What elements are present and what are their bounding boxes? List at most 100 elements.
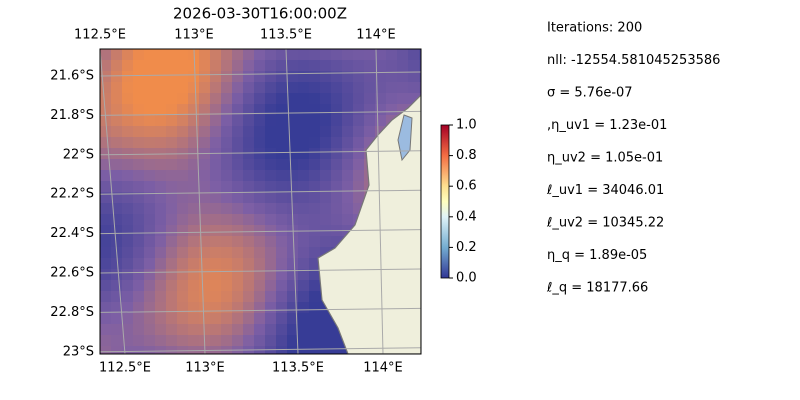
cell	[166, 258, 178, 270]
cell	[265, 313, 277, 325]
cell	[100, 214, 112, 226]
cell	[133, 324, 145, 336]
meridian	[100, 49, 126, 354]
cell	[199, 49, 211, 61]
cell	[133, 269, 145, 281]
cell	[177, 170, 189, 182]
cell	[111, 82, 123, 94]
cell	[111, 115, 123, 127]
cell	[133, 181, 145, 193]
cell	[298, 148, 310, 160]
cell	[320, 335, 332, 347]
cell	[243, 82, 255, 94]
cell	[133, 115, 145, 127]
cell	[342, 192, 354, 204]
cell	[133, 60, 145, 72]
parallel	[100, 189, 421, 195]
cell	[254, 258, 266, 270]
cell	[320, 71, 332, 83]
cell	[166, 115, 178, 127]
cell	[342, 60, 354, 72]
cell	[188, 269, 200, 281]
cell	[210, 258, 222, 270]
cell	[221, 104, 233, 116]
cell	[188, 137, 200, 149]
cell	[232, 258, 244, 270]
cell	[243, 291, 255, 303]
cell	[221, 49, 233, 61]
cell	[320, 192, 332, 204]
cell	[342, 93, 354, 105]
cell	[276, 126, 288, 138]
cell	[265, 115, 277, 127]
cell	[309, 313, 321, 325]
cell	[375, 93, 387, 105]
cell	[133, 258, 145, 270]
cell	[298, 302, 310, 314]
cell	[166, 203, 178, 215]
cell	[276, 214, 288, 226]
cell	[210, 203, 222, 215]
cell	[221, 159, 233, 171]
lat-label: 22.4°S	[50, 226, 94, 241]
cell	[111, 269, 123, 281]
cell	[287, 247, 299, 259]
cell	[265, 49, 277, 61]
cell	[254, 82, 266, 94]
cell	[408, 82, 420, 94]
cell	[265, 71, 277, 83]
cell	[144, 159, 156, 171]
cell	[144, 104, 156, 116]
cell	[155, 291, 167, 303]
cell	[210, 181, 222, 193]
cell	[254, 126, 266, 138]
cell	[276, 324, 288, 336]
cell	[265, 93, 277, 105]
cell	[199, 280, 211, 292]
cell	[177, 49, 189, 61]
meridian	[285, 49, 299, 354]
cell	[287, 93, 299, 105]
param-text: ,η_uv1 = 1.23e-01	[547, 118, 667, 133]
cell	[100, 170, 112, 182]
cell	[199, 115, 211, 127]
cell	[232, 159, 244, 171]
map-title: 2026-03-30T16:00:00Z	[173, 5, 347, 23]
cell	[298, 269, 310, 281]
cell	[331, 104, 343, 116]
cell	[331, 126, 343, 138]
cell	[353, 82, 365, 94]
cell	[155, 236, 167, 248]
cell	[122, 313, 134, 325]
cell	[353, 192, 365, 204]
cell	[144, 236, 156, 248]
cell	[133, 291, 145, 303]
cell	[144, 71, 156, 83]
cell	[122, 346, 134, 354]
cell	[166, 236, 178, 248]
cell	[309, 71, 321, 83]
cell	[166, 324, 178, 336]
cell	[177, 203, 189, 215]
cell	[243, 280, 255, 292]
cell	[342, 214, 354, 226]
cell	[287, 82, 299, 94]
cell	[320, 60, 332, 72]
cell	[177, 82, 189, 94]
cell	[298, 60, 310, 72]
cell	[155, 324, 167, 336]
cell	[265, 159, 277, 171]
cell	[375, 49, 387, 61]
cell	[122, 159, 134, 171]
cell	[265, 335, 277, 347]
cell	[111, 214, 123, 226]
cell	[353, 148, 365, 160]
cell	[342, 137, 354, 149]
cell	[232, 82, 244, 94]
cell	[254, 269, 266, 281]
colorbar-tick-label: 1.0	[456, 118, 477, 133]
cell	[177, 71, 189, 83]
cell	[111, 71, 123, 83]
cell	[320, 93, 332, 105]
